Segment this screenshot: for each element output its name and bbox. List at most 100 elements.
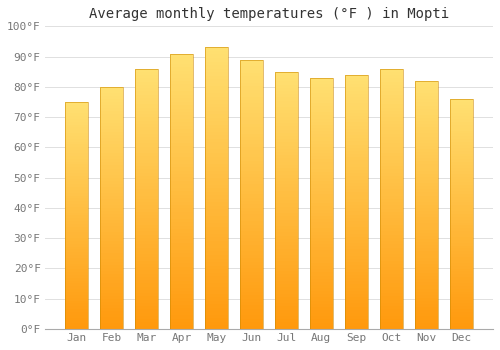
- Bar: [65, 295, 88, 298]
- Bar: [170, 170, 193, 174]
- Bar: [275, 104, 298, 107]
- Bar: [135, 156, 158, 160]
- Bar: [135, 150, 158, 153]
- Bar: [170, 326, 193, 329]
- Bar: [380, 238, 402, 241]
- Bar: [380, 91, 402, 95]
- Bar: [100, 147, 123, 150]
- Bar: [135, 124, 158, 127]
- Bar: [450, 306, 472, 309]
- Bar: [135, 277, 158, 280]
- Bar: [240, 285, 263, 288]
- Bar: [415, 149, 438, 152]
- Bar: [65, 272, 88, 275]
- Bar: [100, 250, 123, 253]
- Bar: [100, 123, 123, 126]
- Bar: [170, 322, 193, 326]
- Bar: [275, 110, 298, 113]
- Bar: [170, 71, 193, 74]
- Bar: [380, 127, 402, 131]
- Bar: [135, 166, 158, 169]
- Bar: [240, 127, 263, 130]
- Bar: [310, 310, 333, 313]
- Bar: [205, 181, 228, 185]
- Bar: [380, 144, 402, 147]
- Bar: [65, 193, 88, 196]
- Bar: [240, 167, 263, 171]
- Bar: [415, 323, 438, 326]
- Bar: [205, 237, 228, 241]
- Bar: [310, 109, 333, 112]
- Bar: [240, 124, 263, 127]
- Bar: [450, 150, 472, 154]
- Bar: [100, 138, 123, 141]
- Bar: [65, 275, 88, 278]
- Bar: [380, 205, 402, 209]
- Bar: [310, 253, 333, 257]
- Bar: [240, 241, 263, 245]
- Bar: [135, 69, 158, 329]
- Bar: [240, 194, 263, 198]
- Bar: [275, 252, 298, 255]
- Bar: [380, 247, 402, 251]
- Bar: [205, 199, 228, 202]
- Bar: [380, 124, 402, 127]
- Bar: [275, 113, 298, 117]
- Bar: [415, 164, 438, 168]
- Bar: [415, 304, 438, 307]
- Bar: [275, 303, 298, 306]
- Bar: [65, 119, 88, 122]
- Bar: [415, 292, 438, 295]
- Bar: [65, 178, 88, 181]
- Title: Average monthly temperatures (°F ) in Mopti: Average monthly temperatures (°F ) in Mo…: [89, 7, 449, 21]
- Bar: [415, 326, 438, 329]
- Bar: [205, 227, 228, 230]
- Bar: [415, 127, 438, 131]
- Bar: [345, 138, 368, 141]
- Bar: [205, 269, 228, 273]
- Bar: [450, 139, 472, 142]
- Bar: [345, 198, 368, 202]
- Bar: [275, 255, 298, 258]
- Bar: [240, 110, 263, 113]
- Bar: [275, 162, 298, 165]
- Bar: [275, 178, 298, 181]
- Bar: [240, 282, 263, 285]
- Bar: [205, 259, 228, 262]
- Bar: [415, 152, 438, 155]
- Bar: [240, 76, 263, 80]
- Bar: [65, 136, 88, 139]
- Bar: [450, 214, 472, 217]
- Bar: [205, 167, 228, 170]
- Bar: [450, 182, 472, 185]
- Bar: [415, 220, 438, 223]
- Bar: [170, 298, 193, 301]
- Bar: [450, 131, 472, 133]
- Bar: [415, 133, 438, 136]
- Bar: [240, 130, 263, 134]
- Bar: [100, 177, 123, 181]
- Bar: [100, 96, 123, 99]
- Bar: [205, 273, 228, 276]
- Bar: [450, 297, 472, 300]
- Bar: [275, 172, 298, 175]
- Bar: [170, 288, 193, 291]
- Bar: [170, 215, 193, 219]
- Bar: [240, 90, 263, 93]
- Bar: [100, 87, 123, 90]
- Bar: [135, 267, 158, 270]
- Bar: [380, 322, 402, 326]
- Bar: [415, 202, 438, 205]
- Bar: [415, 301, 438, 304]
- Bar: [240, 228, 263, 231]
- Bar: [100, 117, 123, 120]
- Bar: [380, 101, 402, 104]
- Bar: [275, 274, 298, 278]
- Bar: [415, 279, 438, 282]
- Bar: [65, 323, 88, 326]
- Bar: [345, 319, 368, 323]
- Bar: [170, 122, 193, 126]
- Bar: [415, 136, 438, 140]
- Bar: [170, 232, 193, 236]
- Bar: [135, 205, 158, 209]
